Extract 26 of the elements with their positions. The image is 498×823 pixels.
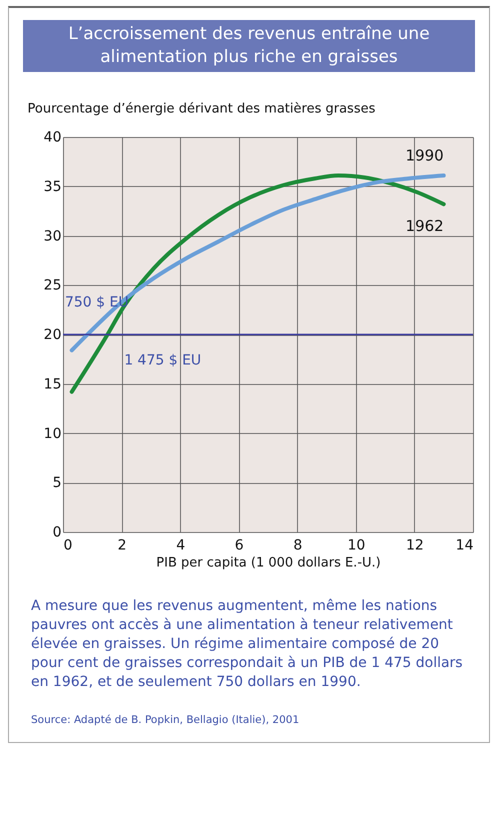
x-tick-label: 12: [406, 538, 424, 554]
x-axis-title: PIB per capita (1 000 dollars E.-U.): [156, 556, 381, 570]
x-tick-label: 10: [347, 538, 366, 554]
y-tick-label: 15: [44, 376, 62, 392]
x-tick-label: 2: [118, 538, 127, 554]
annotation: 750 $ EU: [64, 294, 129, 310]
y-tick-label: 5: [52, 475, 62, 492]
y-tick-label: 20: [44, 327, 62, 343]
x-tick-label: 8: [293, 538, 302, 554]
x-tick-label: 6: [234, 538, 244, 554]
x-tick-label: 4: [176, 538, 186, 554]
x-tick-label: 0: [64, 538, 72, 554]
x-tick-label: 14: [456, 538, 474, 554]
y-tick-label: 35: [44, 178, 62, 195]
annotation: 1 475 $ EU: [124, 352, 202, 368]
y-tick-label: 30: [44, 228, 62, 244]
text: A mesure que les revenus augmentent, même les nations pauvres ont accès à une alimentation à teneur relativement élevée en graisses. Un régime alimentaire composé de 20 pour cent de graisses correspondait à un PIB de 1 475 dollars en 1962, et de seulement 750 dollars en 1990.: [31, 597, 464, 692]
source-note: Source: Adapté de B. Popkin, Bellagio (Italie), 2001: [31, 714, 300, 726]
series-label: 1962: [406, 217, 444, 236]
y-tick-label: 40: [44, 130, 62, 146]
y-tick-label: 10: [44, 426, 62, 442]
y-tick-label: 0: [52, 524, 62, 540]
series-label: 1990: [406, 146, 444, 165]
y-axis-title: Pourcentage d’énergie dérivant des matières grasses: [28, 102, 376, 116]
chart-title: L’accroissement des revenus entraîne une alimentation plus riche en graisses: [23, 20, 475, 72]
y-tick-label: 25: [44, 278, 62, 294]
